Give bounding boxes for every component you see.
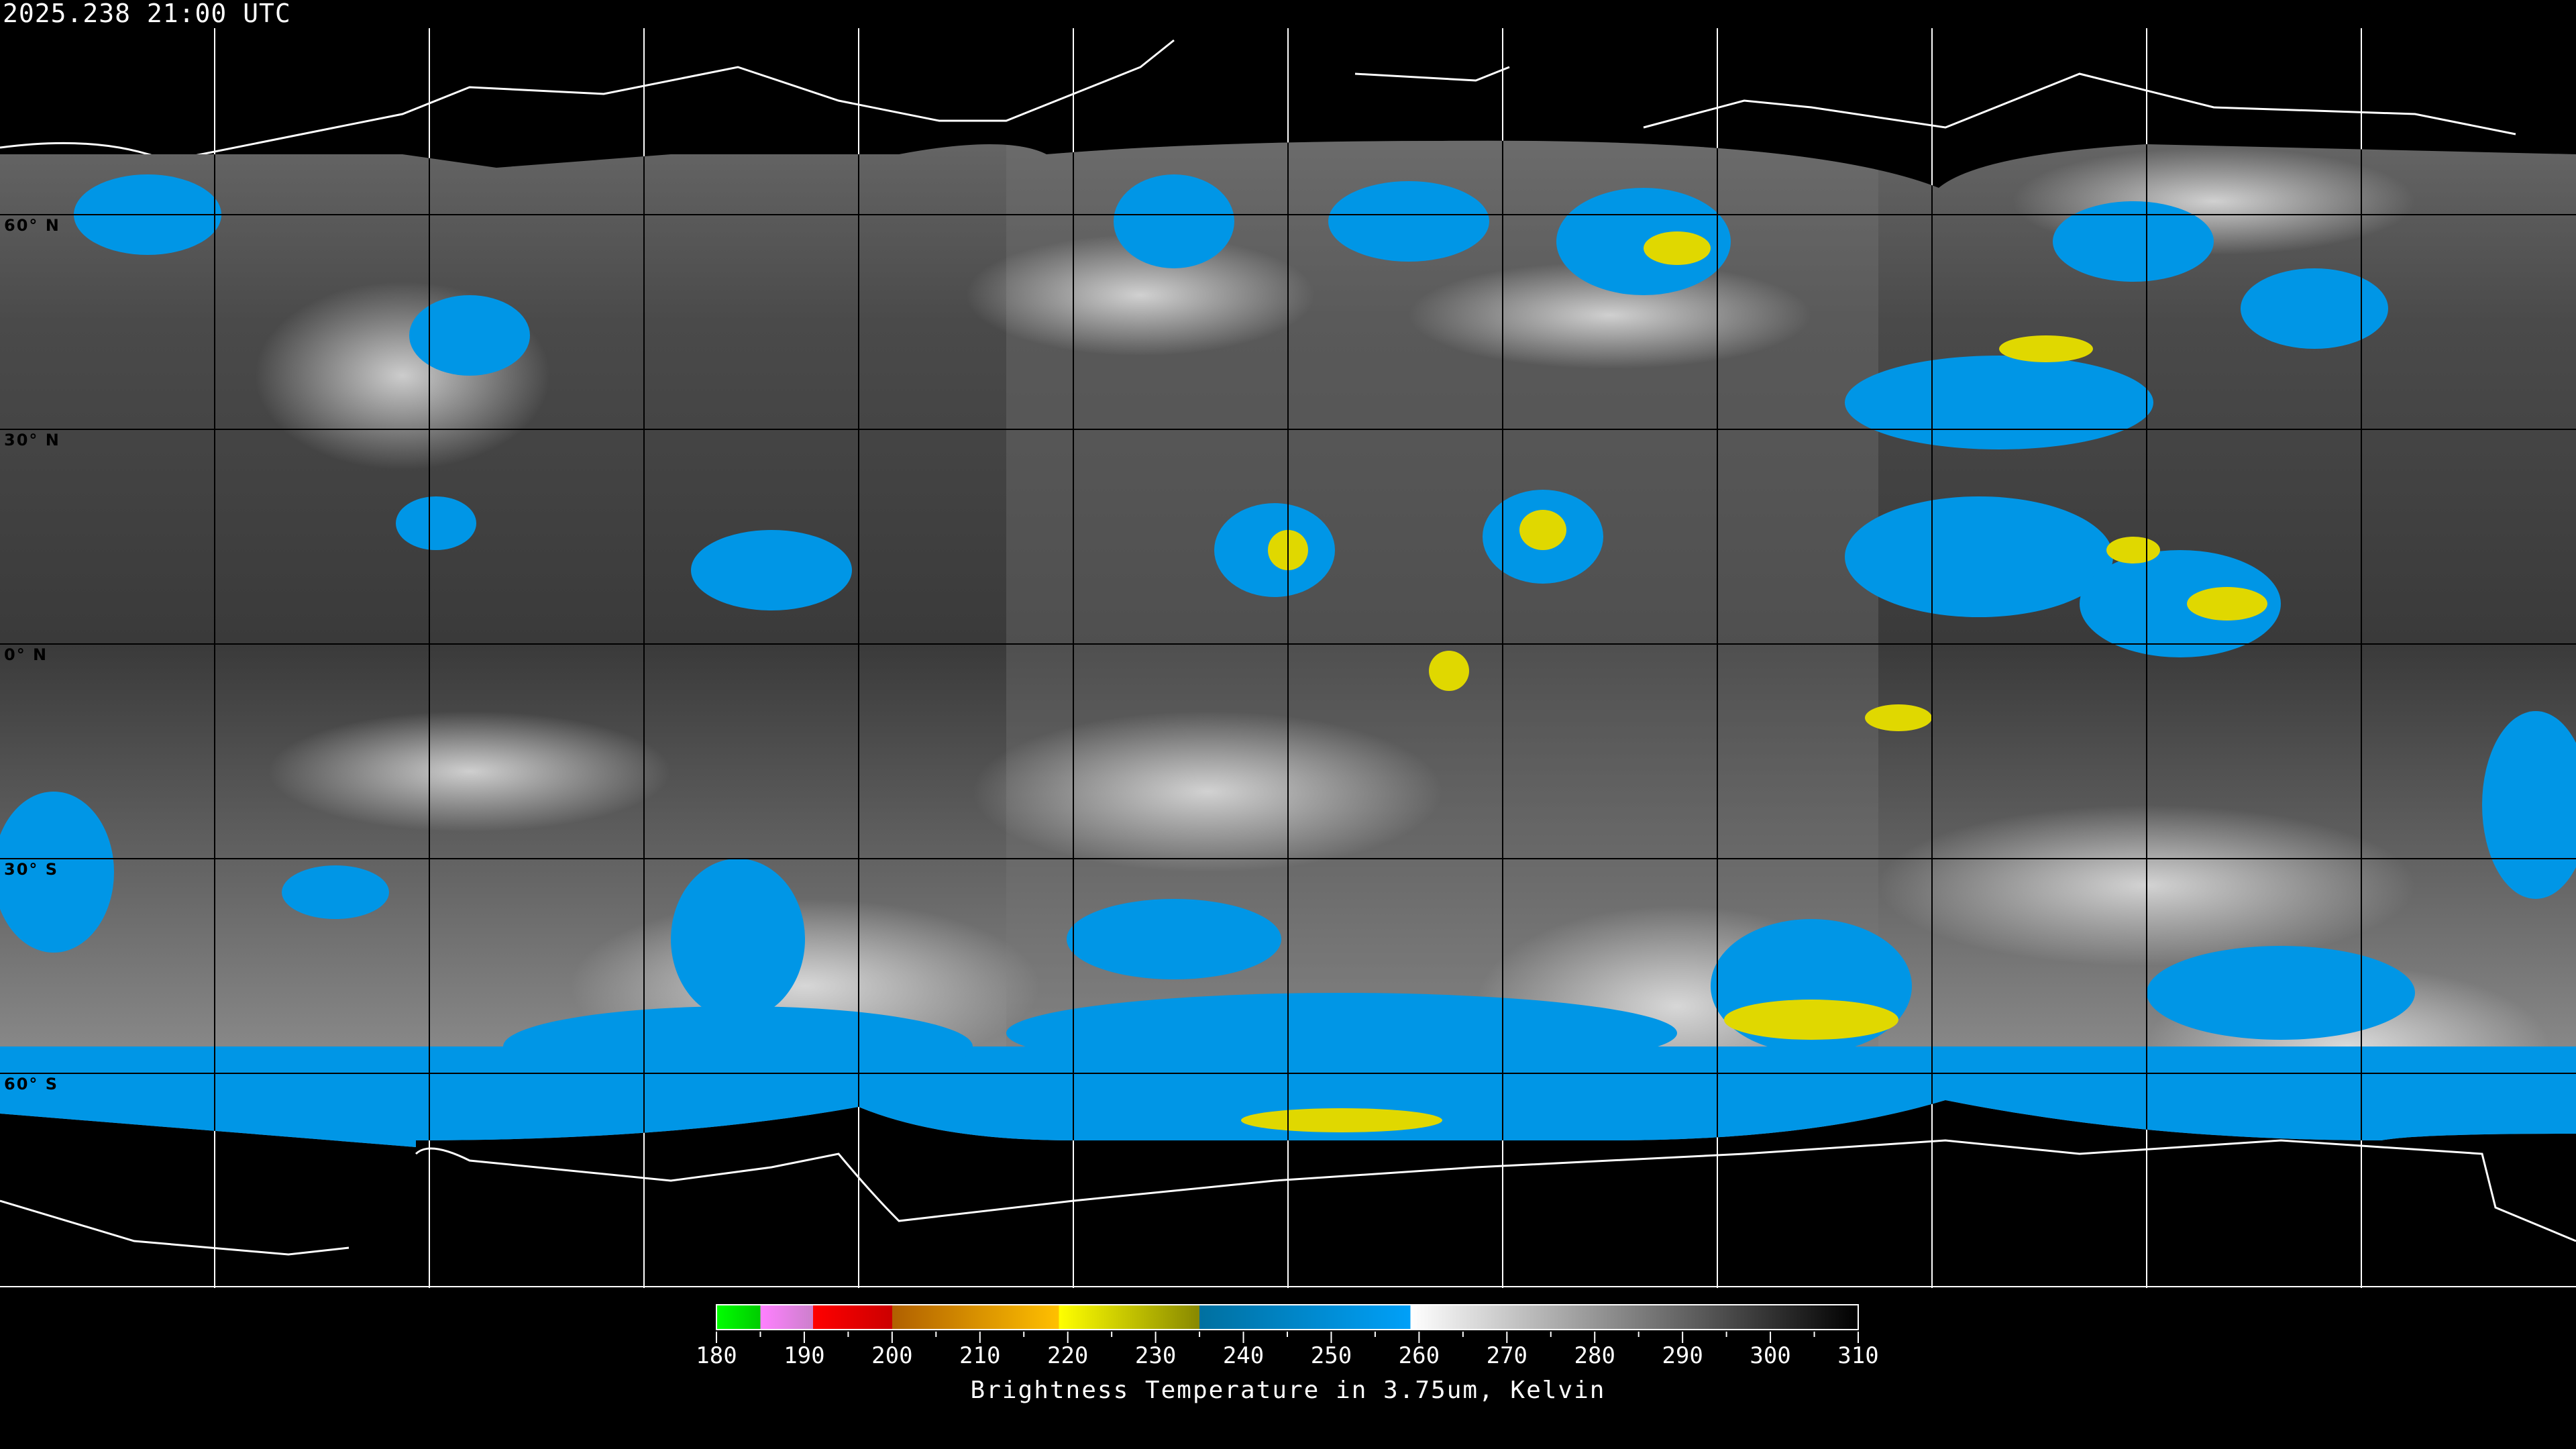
colorbar-tick-label: 270 xyxy=(1487,1342,1527,1369)
colorbar-tick-label: 210 xyxy=(959,1342,1000,1369)
colorbar-title: Brightness Temperature in 3.75um, Kelvin xyxy=(970,1377,1606,1404)
lat-label-30s: 30° S xyxy=(4,860,59,879)
satellite-map xyxy=(0,0,2576,1288)
colorbar-tick-label: 190 xyxy=(784,1342,824,1369)
lat-label-60n: 60° N xyxy=(4,216,60,235)
colorbar-tick-label: 260 xyxy=(1399,1342,1440,1369)
very-cold-cloud-tops xyxy=(1241,231,2267,1132)
lat-label-60s: 60° S xyxy=(4,1075,59,1093)
colorbar-tick-label: 300 xyxy=(1750,1342,1790,1369)
colorbar-tick-label: 280 xyxy=(1574,1342,1615,1369)
colorbar-tick-label: 290 xyxy=(1662,1342,1703,1369)
colorbar-ticks: 180 190 200 210 220 230 240 250 260 270 280 290 300 3… xyxy=(696,1332,1879,1369)
colorbar-tick-label: 250 xyxy=(1311,1342,1352,1369)
timestamp: 2025.238 21:00 UTC xyxy=(3,0,291,28)
lat-label-30n: 30° N xyxy=(4,431,60,449)
coastlines-space xyxy=(0,39,2576,1256)
colorbar-scale xyxy=(716,1304,1859,1330)
colorbar-tick-label: 310 xyxy=(1837,1342,1878,1369)
colorbar-tick-label: 240 xyxy=(1223,1342,1264,1369)
lat-label-0: 0° N xyxy=(4,645,48,664)
colorbar: 180 190 200 210 220 230 240 250 260 270 280 290 300 3… xyxy=(696,1304,1879,1369)
graticule xyxy=(0,0,2576,1288)
colorbar-tick-label: 200 xyxy=(871,1342,912,1369)
colorbar-tick-label: 180 xyxy=(696,1342,737,1369)
colorbar-tick-label: 230 xyxy=(1135,1342,1176,1369)
colorbar-tick-label: 220 xyxy=(1047,1342,1088,1369)
